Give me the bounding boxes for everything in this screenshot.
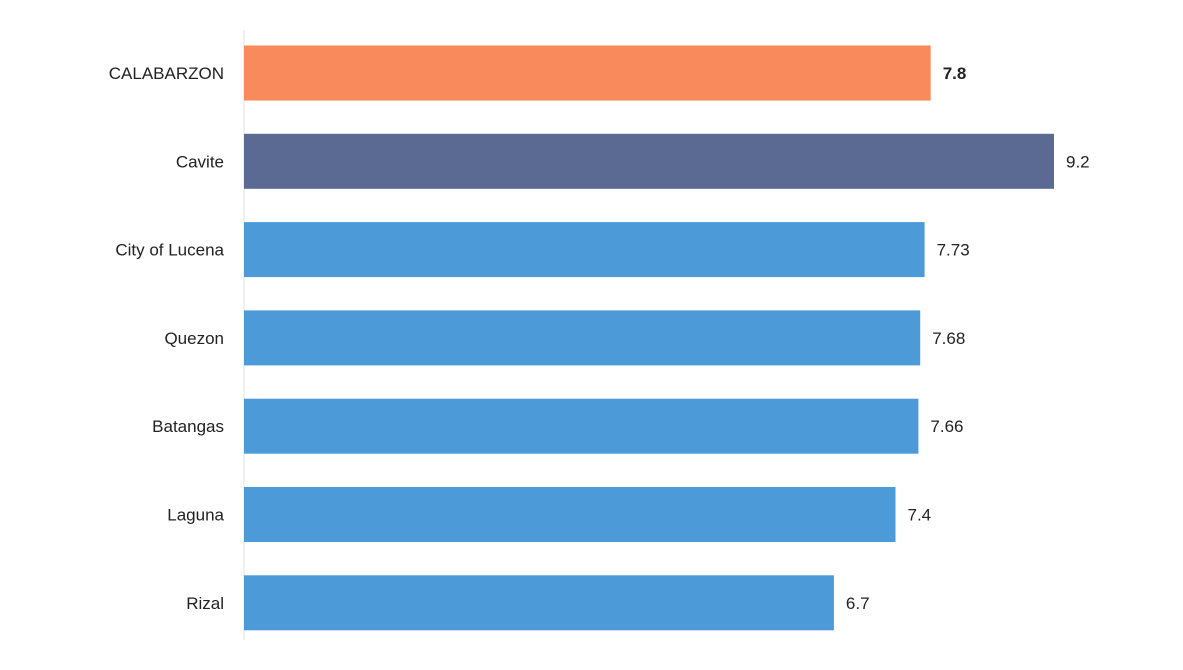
category-label: CALABARZON xyxy=(109,64,224,83)
category-label: Cavite xyxy=(176,152,224,171)
value-label: 7.73 xyxy=(937,241,970,260)
bar-calabarzon xyxy=(244,45,931,101)
category-label: City of Lucena xyxy=(115,241,224,260)
category-label: Rizal xyxy=(186,594,224,613)
bar-rizal xyxy=(244,575,834,631)
category-label: Quezon xyxy=(164,329,224,348)
bar-cavite xyxy=(244,133,1054,189)
value-label: 7.68 xyxy=(932,329,965,348)
category-label: Batangas xyxy=(152,417,224,436)
bars-layer: CALABARZON 7.8 Cavite 9.2 City of Lucena 7.73… xyxy=(109,45,1090,631)
value-label: 7.8 xyxy=(943,64,967,83)
bar-batangas xyxy=(244,398,919,454)
value-label: 7.4 xyxy=(908,506,932,525)
bar-quezon xyxy=(244,310,921,366)
value-label: 6.7 xyxy=(846,594,870,613)
bar-city-of-lucena xyxy=(244,222,925,278)
value-label: 9.2 xyxy=(1066,152,1090,171)
value-label: 7.66 xyxy=(930,417,963,436)
category-label: Laguna xyxy=(167,506,224,525)
bar-laguna xyxy=(244,487,896,542)
